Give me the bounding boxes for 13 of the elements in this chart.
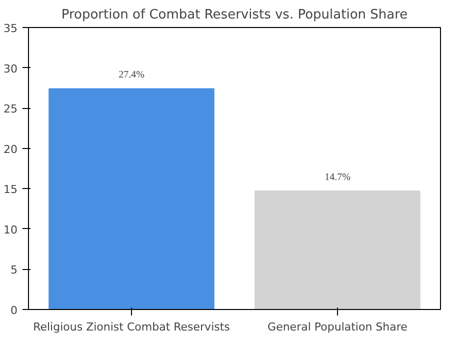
data-label: 27.4% — [118, 70, 144, 81]
y-tick-label: 0 — [10, 304, 18, 317]
y-tick-label: 20 — [4, 142, 18, 156]
y-tick-label: 5 — [10, 264, 18, 277]
y-tick-label: 35 — [4, 22, 18, 35]
chart-title: Proportion of Combat Reservists vs. Population Share — [61, 8, 408, 22]
x-tick-label: General Population Share — [268, 320, 408, 334]
y-tick-label: 10 — [4, 223, 18, 236]
data-label: 14.7% — [324, 172, 350, 184]
y-tick-label: 30 — [4, 62, 18, 76]
y-tick-label: 25 — [4, 102, 18, 116]
y-tick-label: 15 — [4, 183, 18, 196]
x-tick-label: Religious Zionist Combat Reservists — [33, 320, 230, 334]
